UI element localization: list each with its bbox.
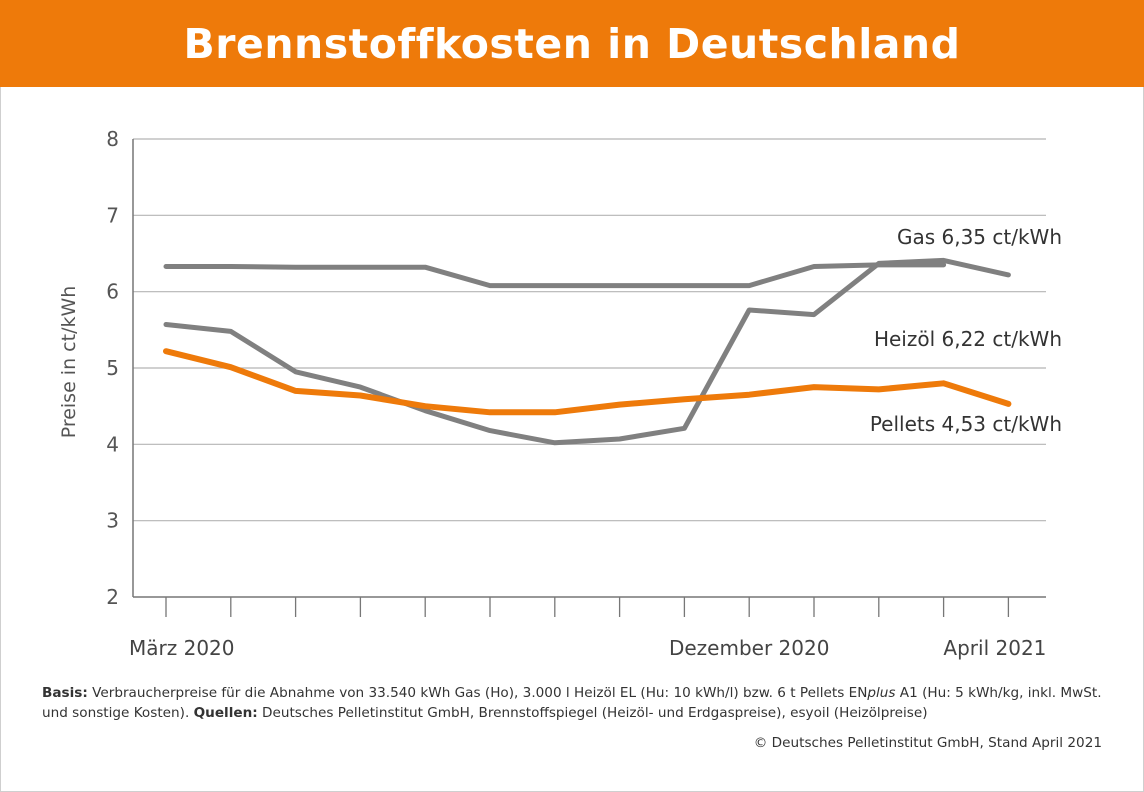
line-chart: 2 3 4 5 6 7 8 März 2020 Dezember 2020 April 2021 G…	[106, 127, 1062, 660]
y-tick-label: 8	[106, 127, 119, 151]
sources-text: Deutsches Pelletinstitut GmbH, Brennstof…	[257, 705, 928, 721]
y-tick-label: 3	[106, 509, 119, 533]
y-tick-label: 2	[106, 585, 119, 609]
y-tick-label: 7	[106, 203, 119, 227]
x-tick-label: März 2020	[129, 636, 235, 660]
title-banner: Brennstoffkosten in Deutschland	[0, 0, 1144, 87]
series-annotation-heizoel: Heizöl 6,22 ct/kWh	[874, 327, 1062, 351]
series-annotation-pellets: Pellets 4,53 ct/kWh	[870, 412, 1062, 436]
x-tick-label: April 2021	[943, 636, 1046, 660]
sources-label: Quellen:	[193, 705, 258, 721]
series-line-gas	[163, 262, 947, 289]
series-line-heizoel	[163, 257, 1011, 446]
basis-plus: plus	[867, 685, 896, 701]
series-annotation-gas: Gas 6,35 ct/kWh	[897, 225, 1062, 249]
x-tick-label: Dezember 2020	[669, 636, 829, 660]
series-line-pellets	[163, 348, 1012, 416]
basis-label: Basis:	[42, 685, 88, 701]
chart-title: Brennstoffkosten in Deutschland	[183, 19, 961, 68]
y-tick-label: 4	[106, 432, 119, 456]
footnote: Basis: Verbraucherpreise für die Abnahme…	[42, 683, 1122, 723]
copyright-credit: © Deutsches Pelletinstitut GmbH, Stand A…	[753, 735, 1102, 751]
y-tick-label: 6	[106, 280, 119, 304]
y-axis-title: Preise in ct/kWh	[58, 285, 80, 439]
basis-text: Verbraucherpreise für die Abnahme von 33…	[87, 685, 868, 701]
basis-text-2: A1 (Hu: 5 kWh/kg, inkl. MwSt. und sonsti…	[42, 685, 1102, 721]
y-tick-label: 5	[106, 356, 119, 380]
